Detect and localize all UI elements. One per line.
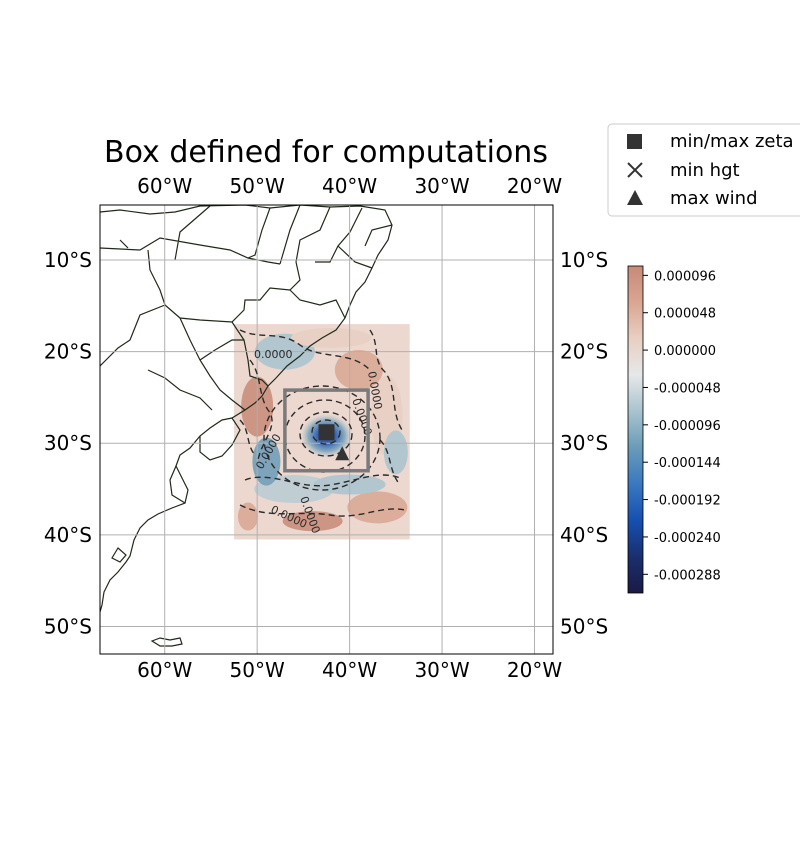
lat-tick-label: 10°S	[560, 248, 608, 272]
computation-box	[283, 388, 370, 473]
contour-line	[244, 474, 401, 487]
vorticity-patch	[254, 475, 335, 504]
lat-tick-labels-left: 10°S 20°S 30°S 40°S 50°S	[44, 248, 92, 639]
gridlines	[100, 205, 553, 654]
map-frame	[99, 204, 554, 655]
colorbar-tick-label: -0.000240	[654, 531, 721, 546]
contour-line	[311, 419, 341, 445]
coastlines	[100, 205, 393, 647]
colorbar-tick-label: -0.000096	[654, 419, 721, 434]
lat-tick-label: 30°S	[44, 431, 92, 455]
colorbar: 0.000096 0.000048 0.000000 -0.000048 -0.0000…	[627, 265, 721, 594]
lat-tick-label: 20°S	[560, 340, 608, 364]
vorticity-patch	[252, 437, 281, 486]
vorticity-patch	[334, 349, 383, 390]
lon-tick-label: 30°W	[414, 658, 469, 682]
contour-line	[239, 504, 406, 517]
legend-label-hgt: min hgt	[670, 160, 740, 181]
colorbar-tick-label: 0.000048	[654, 307, 716, 322]
lat-tick-labels-right: 10°S 20°S 30°S 40°S 50°S	[560, 248, 608, 639]
legend-box	[607, 123, 800, 217]
lon-tick-label: 20°W	[507, 658, 562, 682]
lat-tick-label: 10°S	[44, 248, 92, 272]
vorticity-patch	[291, 327, 372, 348]
legend-triangle-marker	[627, 190, 643, 205]
lon-tick-label: 60°W	[137, 174, 192, 198]
contour-line	[263, 385, 381, 491]
lon-tick-label: 30°W	[414, 174, 469, 198]
colorbar-tick-label: -0.000144	[654, 456, 721, 471]
contour-line	[249, 359, 273, 461]
falkland-islands	[150, 637, 183, 647]
legend-label-wind: max wind	[670, 188, 758, 209]
vorticity-contours	[239, 329, 406, 517]
contour-line	[379, 439, 401, 486]
contour-line	[284, 399, 366, 473]
lon-tick-labels-bottom: 60°W 50°W 40°W 30°W 20°W	[137, 658, 562, 682]
colorbar-tick-label: -0.000192	[654, 494, 721, 509]
max-wind-marker	[335, 446, 350, 461]
lon-tick-labels-top: 60°W 50°W 40°W 30°W 20°W	[137, 174, 562, 198]
lat-tick-label: 30°S	[560, 431, 608, 455]
map-panel: 0.0000 0.0000 0.0000 0.0000 0.0000 0.000…	[44, 174, 608, 682]
colorbar-bar	[627, 265, 644, 594]
colorbar-ticks: 0.000096 0.000048 0.000000 -0.000048 -0.0000…	[643, 269, 721, 583]
lon-tick-label: 50°W	[230, 658, 285, 682]
vorticity-patch	[282, 511, 343, 532]
vorticity-patch	[237, 502, 258, 531]
contour-label: 0.0000	[254, 348, 293, 361]
colorbar-tick-label: -0.000048	[654, 381, 721, 396]
lon-tick-label: 50°W	[230, 174, 285, 198]
vorticity-patch	[347, 491, 408, 524]
lat-tick-label: 50°S	[44, 615, 92, 639]
lon-tick-label: 40°W	[322, 174, 377, 198]
colorbar-tick-label: 0.000000	[654, 344, 716, 359]
colorbar-tick-label: 0.000096	[654, 269, 716, 284]
lon-tick-label: 20°W	[507, 174, 562, 198]
contour-line	[369, 329, 403, 431]
lat-tick-label: 20°S	[44, 340, 92, 364]
argentina-coast-south	[111, 547, 127, 563]
contour-line	[239, 329, 371, 371]
lon-tick-label: 60°W	[137, 658, 192, 682]
legend: min/max zeta min hgt max wind	[607, 123, 800, 217]
lat-tick-label: 40°S	[560, 523, 608, 547]
country-borders	[100, 205, 393, 504]
lat-tick-label: 40°S	[44, 523, 92, 547]
legend-x-marker	[627, 162, 643, 178]
legend-square-marker	[627, 134, 642, 149]
min-hgt-marker	[318, 424, 335, 441]
colorbar-tick-label: -0.000288	[654, 568, 721, 583]
map-title: Box defined for computations	[104, 135, 548, 170]
legend-label-zeta: min/max zeta	[670, 131, 794, 152]
lon-tick-label: 40°W	[322, 658, 377, 682]
contour-line	[239, 419, 256, 456]
uruguay-border	[199, 417, 241, 461]
contour-line	[299, 411, 353, 457]
lat-tick-label: 50°S	[560, 615, 608, 639]
